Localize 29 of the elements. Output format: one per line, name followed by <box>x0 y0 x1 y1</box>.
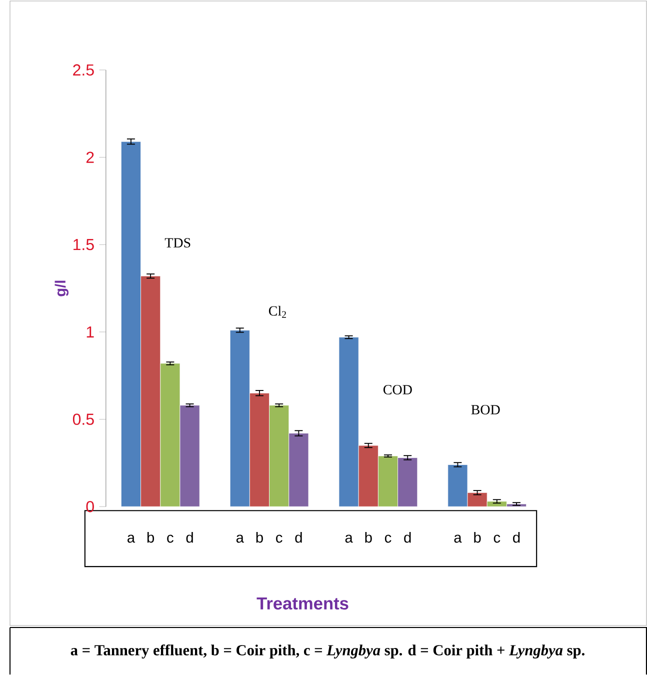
text: a <box>236 534 244 543</box>
y-tick-label: 1.5 <box>73 239 94 250</box>
text: c <box>494 534 500 543</box>
y-tick-label: 2 <box>86 152 94 163</box>
y-axis-title: g/l <box>54 280 68 296</box>
y-tick-label: 1 <box>86 326 94 338</box>
annotation: TDS <box>164 238 190 248</box>
y-tick-label: 0.5 <box>72 414 94 425</box>
series-label: a <box>127 534 135 543</box>
text: a = Tannery effluent, b = Coir pith, c = Lyngbya sp. d = Coir pith + Lyngbya sp. <box>70 644 584 659</box>
text: d <box>404 532 410 543</box>
text: a <box>454 534 462 543</box>
text: c <box>276 534 282 543</box>
y-tick-label: 0 <box>86 500 94 512</box>
series-label: d <box>186 532 193 543</box>
text: b <box>365 532 372 543</box>
text: a <box>345 534 353 543</box>
text: b <box>256 532 263 543</box>
text: d <box>294 532 302 543</box>
annotation: Cl$_{2}$ <box>268 306 286 318</box>
x-axis-title: Treatments <box>256 597 348 610</box>
text: d <box>512 532 520 543</box>
series-label: c <box>166 534 174 543</box>
annotation: COD <box>383 385 412 394</box>
series-label: b <box>147 532 154 543</box>
text: c <box>384 534 392 543</box>
annotation: BOD <box>471 404 500 414</box>
y-tick-label: 2.5 <box>72 64 94 76</box>
text: b <box>474 532 481 543</box>
